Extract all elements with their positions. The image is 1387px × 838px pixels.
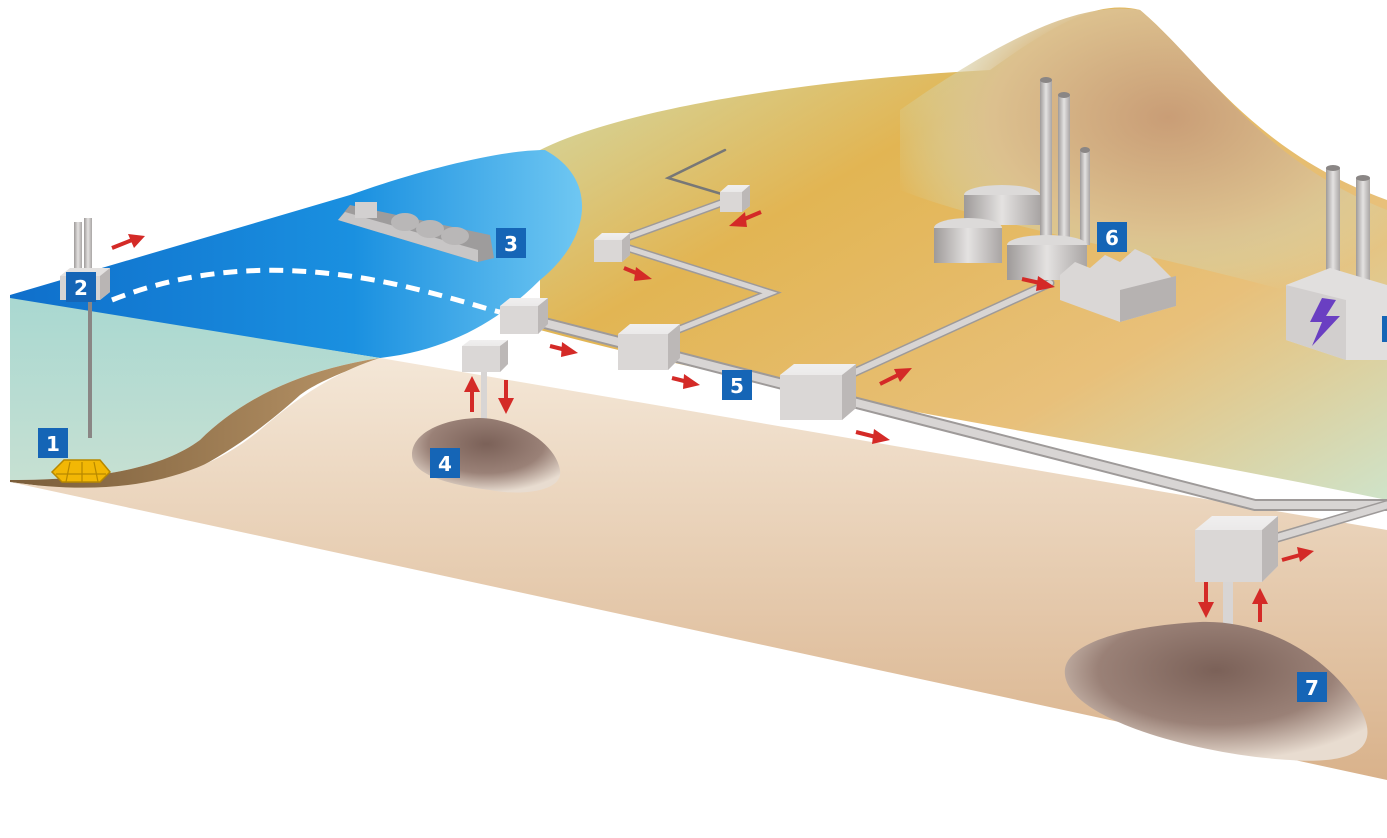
lightning-bolt-icon <box>1310 298 1340 346</box>
badge-3-label: 3 <box>504 232 518 256</box>
badge-1-label: 1 <box>46 432 60 456</box>
red-arrow-icon <box>879 368 912 386</box>
soil-cross-section <box>10 358 1387 780</box>
badge-6-label: 6 <box>1105 226 1119 250</box>
flow-arrows <box>111 210 1314 622</box>
red-arrow-icon <box>1252 588 1268 622</box>
red-arrow-icon <box>1198 582 1214 618</box>
industrial-plant <box>934 77 1176 322</box>
storage-reservoir-large <box>1064 621 1368 761</box>
subsea-template <box>50 459 112 483</box>
red-arrow-icon <box>623 266 652 281</box>
red-arrow-icon <box>1281 547 1314 562</box>
red-arrow-icon <box>549 342 578 357</box>
badge-3: 3 <box>496 228 526 258</box>
badge-partial <box>1382 316 1387 342</box>
badge-7: 7 <box>1297 672 1327 702</box>
badge-4: 4 <box>430 448 460 478</box>
badge-5-label: 5 <box>730 374 744 398</box>
badge-2: 2 <box>66 272 96 302</box>
badge-4-label: 4 <box>438 452 452 476</box>
badge-6: 6 <box>1097 222 1127 252</box>
seabed <box>10 358 380 495</box>
badge-5: 5 <box>722 370 752 400</box>
red-arrow-icon <box>111 234 145 250</box>
badge-1: 1 <box>38 428 68 458</box>
sea-surface <box>10 150 583 358</box>
red-arrow-icon <box>464 376 480 412</box>
lng-tanker <box>338 202 494 262</box>
red-arrow-icon <box>855 429 890 444</box>
red-arrow-icon <box>671 374 700 389</box>
compressor-stations <box>462 185 1278 582</box>
badge-7-label: 7 <box>1305 676 1319 700</box>
red-arrow-icon <box>729 210 762 227</box>
power-plant <box>1286 165 1387 360</box>
water-cross-section <box>10 298 380 480</box>
hill <box>900 8 1387 320</box>
subsea-pipeline <box>111 267 501 315</box>
red-arrow-icon <box>1021 276 1055 291</box>
red-arrow-icon <box>498 380 514 414</box>
badge-2-label: 2 <box>74 276 88 300</box>
